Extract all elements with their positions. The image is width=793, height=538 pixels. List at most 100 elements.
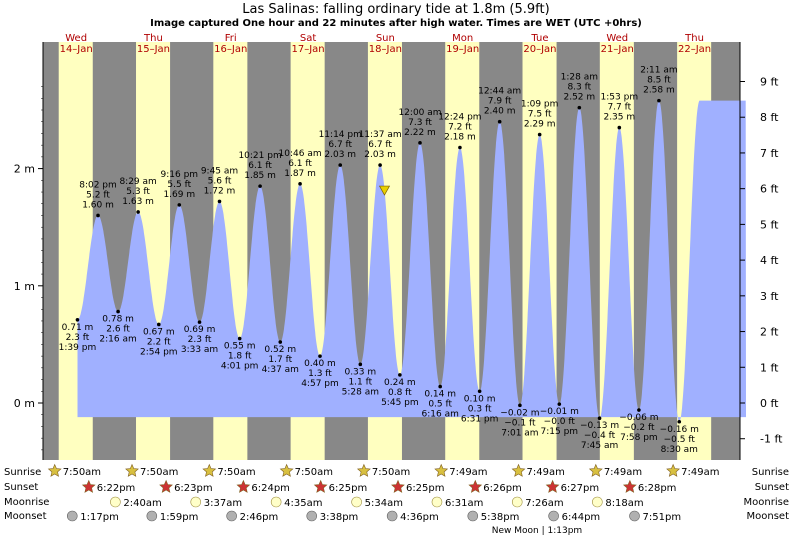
moonrise-time: 3:37am <box>204 498 242 509</box>
sunset-icon <box>468 479 483 493</box>
y-tick-label-ft: 5 ft <box>760 218 779 231</box>
moonrise-icon <box>270 496 282 508</box>
sunset-time: 6:25pm <box>329 483 368 494</box>
extreme-feet: −0.2 ft <box>623 423 655 433</box>
sunrise-icon <box>588 463 603 477</box>
sunrise-time: 7:50am <box>217 467 255 478</box>
extreme-meters: 0.71 m <box>62 323 94 333</box>
extreme-labels: 0.71 m2.3 ft1:39 pm8:02 pm5.2 ft1.60 m0.… <box>59 66 699 455</box>
extreme-meters: 0.33 m <box>344 367 376 377</box>
extreme-time: 6:16 am <box>422 410 459 420</box>
extreme-feet: 1.1 ft <box>348 377 372 387</box>
extreme-feet: 1.7 ft <box>268 355 292 365</box>
extreme-point <box>418 141 422 145</box>
extreme-meters: 0.10 m <box>464 394 496 404</box>
y-tick-label-ft: 6 ft <box>760 183 779 196</box>
extreme-feet: 7.9 ft <box>488 97 512 107</box>
sunrise-icon <box>511 463 526 477</box>
day-name: Sat <box>300 33 316 44</box>
extreme-point <box>197 320 202 324</box>
extreme-meters: −0.02 m <box>500 408 539 418</box>
tide-area-layer <box>77 100 746 422</box>
extreme-point <box>278 340 283 344</box>
sunset-icon <box>622 479 637 493</box>
moonset-icon <box>467 510 479 522</box>
y-tick-label-ft: -1 ft <box>760 433 783 446</box>
y-tick-label-ft: 7 ft <box>760 147 779 160</box>
extreme-feet: 6.7 ft <box>328 140 352 150</box>
day-name: Sun <box>376 33 395 44</box>
moonrise-icon <box>511 496 523 508</box>
extreme-time: 8:30 am <box>661 445 698 455</box>
y-tick-label-ft: 4 ft <box>760 254 779 267</box>
extreme-feet: 7.7 ft <box>607 103 631 113</box>
extreme-point <box>398 373 402 377</box>
extreme-time: 9:16 pm <box>161 170 199 180</box>
day-name: Mon <box>452 33 473 44</box>
extreme-point <box>497 119 502 124</box>
sunset-icon <box>81 479 96 493</box>
extreme-time: 8:29 am <box>119 177 156 187</box>
sunset-icon <box>236 479 251 493</box>
moonrise-time: 4:35am <box>284 498 322 509</box>
y-tick-label-m: 1 m <box>14 280 35 293</box>
current-level-marker <box>378 185 391 196</box>
sunrise-icon <box>202 463 217 477</box>
extreme-point <box>258 184 262 188</box>
extreme-meters: 0.14 m <box>424 390 456 400</box>
sunrise-time: 7:50am <box>140 467 178 478</box>
extreme-point <box>358 362 363 367</box>
sunrise-time: 7:49am <box>681 467 719 478</box>
moonrise-time: 2:40am <box>123 498 161 509</box>
extreme-time: 2:11 am <box>640 66 677 76</box>
extreme-point <box>136 210 140 214</box>
moonset-time: 7:51pm <box>643 512 682 523</box>
extreme-meters: 2.22 m <box>404 128 436 138</box>
extreme-meters: −0.01 m <box>540 407 579 417</box>
extreme-meters: 2.58 m <box>643 86 675 96</box>
extreme-feet: 0.8 ft <box>388 388 412 398</box>
extreme-time: 7:45 am <box>581 441 618 451</box>
day-headers: Wed14–JanThu15–JanFri16–JanSat17–JanSun1… <box>60 33 712 55</box>
extreme-meters: 2.03 m <box>324 150 356 160</box>
extreme-meters: 0.55 m <box>224 342 256 352</box>
extreme-point <box>156 322 161 327</box>
y-tick-label-ft: 1 ft <box>760 361 779 374</box>
moonset-time: 1:59pm <box>160 512 199 523</box>
extreme-point <box>96 213 100 218</box>
moonset-time: 1:17pm <box>80 512 119 523</box>
extreme-point <box>677 419 682 424</box>
extreme-point <box>477 389 482 394</box>
extreme-feet: 7.3 ft <box>408 118 432 128</box>
extreme-time: 2:16 am <box>99 335 136 345</box>
extreme-feet: 7.5 ft <box>528 110 552 120</box>
day-date: 14–Jan <box>60 44 93 55</box>
chart-title: Las Salinas: falling ordinary tide at 1.… <box>242 2 549 17</box>
extreme-meters: 1.72 m <box>204 186 236 196</box>
sunrise-time: 7:49am <box>604 467 642 478</box>
extreme-feet: 8.5 ft <box>647 76 671 86</box>
extreme-time: 7:01 am <box>501 428 538 438</box>
extreme-meters: −0.13 m <box>580 421 619 431</box>
extreme-time: 8:02 pm <box>79 180 117 190</box>
day-date: 16–Jan <box>214 44 247 55</box>
extreme-time: 4:01 pm <box>221 362 259 372</box>
day-date: 15–Jan <box>137 44 170 55</box>
sunset-icon <box>545 479 560 493</box>
day-name: Thu <box>684 33 704 44</box>
extreme-feet: 2.3 ft <box>66 333 90 343</box>
sunrise-time: 7:50am <box>63 467 101 478</box>
extreme-meters: 1.60 m <box>82 200 114 210</box>
moonrise-row-label: Moonrise <box>4 497 49 508</box>
moonset-time: 2:46pm <box>240 512 279 523</box>
extreme-meters: 2.52 m <box>563 93 595 103</box>
sunset-row-label: Sunset <box>4 482 38 493</box>
sunset-row-label-right: Sunset <box>755 482 789 493</box>
sunset-icon <box>313 479 328 493</box>
extreme-point <box>237 336 242 341</box>
day-date: 22–Jan <box>678 44 711 55</box>
extreme-point <box>537 132 542 137</box>
extreme-point <box>338 163 343 167</box>
